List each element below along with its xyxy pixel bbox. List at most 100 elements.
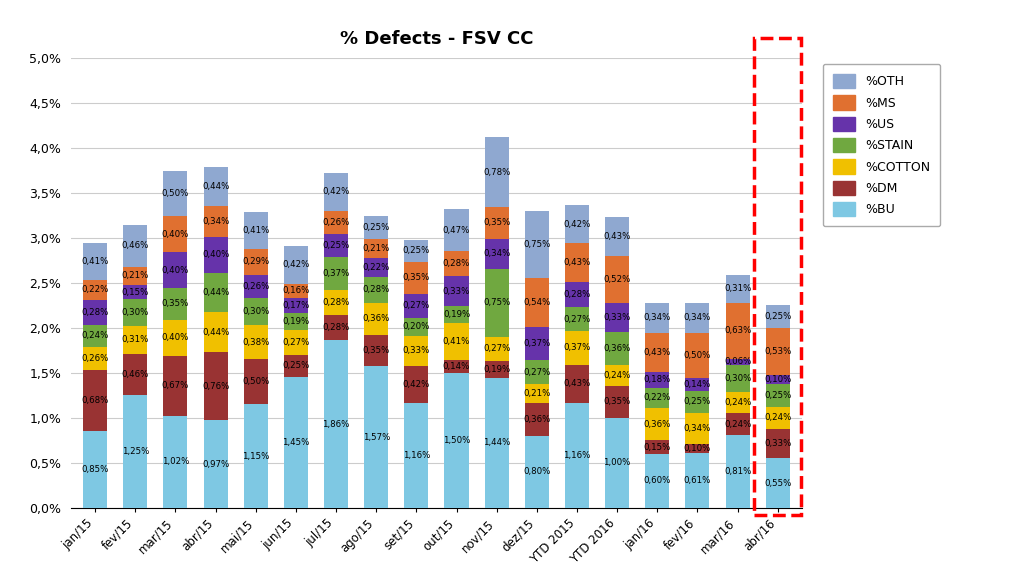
- Bar: [726, 359, 750, 365]
- Bar: [163, 288, 188, 320]
- Bar: [565, 205, 589, 243]
- Bar: [646, 302, 669, 333]
- Bar: [324, 340, 348, 508]
- Text: 0,43%: 0,43%: [644, 348, 671, 357]
- Bar: [726, 365, 750, 392]
- Bar: [324, 211, 348, 234]
- Text: 0,43%: 0,43%: [563, 258, 591, 267]
- Text: 0,75%: 0,75%: [483, 298, 511, 308]
- Bar: [324, 234, 348, 257]
- Bar: [244, 275, 268, 298]
- Bar: [605, 418, 629, 508]
- Bar: [445, 276, 469, 306]
- Bar: [565, 331, 589, 365]
- Text: 0,67%: 0,67%: [161, 381, 189, 390]
- Text: 0,22%: 0,22%: [362, 263, 390, 272]
- Text: 0,14%: 0,14%: [684, 380, 712, 389]
- Bar: [284, 313, 308, 331]
- Bar: [123, 299, 147, 326]
- Text: 0,16%: 0,16%: [282, 286, 310, 295]
- Text: 0,68%: 0,68%: [81, 396, 109, 405]
- Text: 0,85%: 0,85%: [81, 465, 109, 474]
- Text: 0,17%: 0,17%: [282, 301, 310, 310]
- Bar: [244, 359, 268, 404]
- Text: 0,25%: 0,25%: [764, 312, 792, 321]
- Bar: [605, 365, 629, 386]
- Text: 1,25%: 1,25%: [122, 447, 149, 456]
- Text: 0,50%: 0,50%: [161, 189, 189, 198]
- Text: 0,31%: 0,31%: [122, 335, 149, 344]
- Bar: [484, 378, 509, 508]
- Bar: [163, 320, 188, 355]
- Bar: [123, 326, 147, 354]
- Text: 0,26%: 0,26%: [81, 354, 109, 363]
- Bar: [364, 239, 389, 257]
- Bar: [525, 278, 549, 327]
- Text: 0,35%: 0,35%: [604, 398, 631, 406]
- Bar: [83, 431, 108, 508]
- Bar: [364, 216, 389, 239]
- Text: 0,27%: 0,27%: [483, 344, 511, 353]
- Text: 0,21%: 0,21%: [362, 243, 390, 253]
- Text: 0,21%: 0,21%: [122, 272, 149, 280]
- Bar: [685, 378, 709, 391]
- Bar: [163, 355, 188, 416]
- Bar: [765, 328, 790, 376]
- Text: 0,28%: 0,28%: [323, 323, 350, 332]
- Text: 0,33%: 0,33%: [604, 313, 631, 322]
- Bar: [404, 366, 428, 403]
- Bar: [605, 302, 629, 332]
- Text: 0,78%: 0,78%: [483, 167, 511, 177]
- Bar: [244, 212, 268, 249]
- Bar: [765, 458, 790, 508]
- Title: % Defects - FSV CC: % Defects - FSV CC: [340, 30, 533, 48]
- Bar: [646, 440, 669, 454]
- Text: 0,34%: 0,34%: [644, 313, 671, 323]
- Bar: [123, 267, 147, 286]
- Text: 0,34%: 0,34%: [202, 217, 229, 226]
- Bar: [726, 275, 750, 302]
- Text: 0,33%: 0,33%: [403, 346, 430, 355]
- Text: 0,33%: 0,33%: [443, 287, 470, 296]
- Text: 0,43%: 0,43%: [563, 380, 591, 388]
- Text: 1,00%: 1,00%: [604, 458, 631, 467]
- Text: 0,24%: 0,24%: [604, 371, 631, 380]
- Text: 0,15%: 0,15%: [644, 443, 671, 451]
- Bar: [83, 300, 108, 325]
- Text: 0,40%: 0,40%: [202, 250, 229, 259]
- Text: 0,30%: 0,30%: [724, 374, 751, 383]
- Legend: %OTH, %MS, %US, %STAIN, %COTTON, %DM, %BU: %OTH, %MS, %US, %STAIN, %COTTON, %DM, %B…: [823, 64, 940, 226]
- Bar: [244, 404, 268, 508]
- Text: 0,97%: 0,97%: [202, 460, 229, 469]
- Bar: [726, 435, 750, 508]
- Text: 0,37%: 0,37%: [563, 343, 591, 353]
- Bar: [284, 298, 308, 313]
- Text: 1,86%: 1,86%: [323, 419, 350, 429]
- Text: 0,22%: 0,22%: [644, 394, 671, 402]
- Bar: [364, 366, 389, 508]
- Bar: [204, 206, 227, 237]
- Text: 0,20%: 0,20%: [403, 323, 430, 331]
- Text: 0,24%: 0,24%: [764, 413, 792, 422]
- Text: 0,28%: 0,28%: [443, 259, 470, 268]
- Bar: [244, 298, 268, 325]
- Bar: [163, 216, 188, 252]
- Bar: [685, 453, 709, 508]
- Bar: [123, 225, 147, 267]
- Text: 0,28%: 0,28%: [362, 286, 390, 294]
- Text: 0,25%: 0,25%: [403, 246, 430, 255]
- Bar: [525, 327, 549, 360]
- Text: 0,28%: 0,28%: [81, 308, 109, 317]
- Text: 0,24%: 0,24%: [81, 331, 109, 340]
- Bar: [565, 243, 589, 282]
- Bar: [646, 333, 669, 372]
- Bar: [284, 246, 308, 284]
- Bar: [404, 262, 428, 294]
- Text: 0,75%: 0,75%: [523, 240, 550, 249]
- Bar: [646, 388, 669, 408]
- Text: 0,10%: 0,10%: [764, 376, 792, 384]
- Text: 0,34%: 0,34%: [684, 313, 712, 323]
- Text: 0,35%: 0,35%: [161, 299, 189, 308]
- Bar: [123, 286, 147, 299]
- Text: 0,28%: 0,28%: [323, 298, 350, 307]
